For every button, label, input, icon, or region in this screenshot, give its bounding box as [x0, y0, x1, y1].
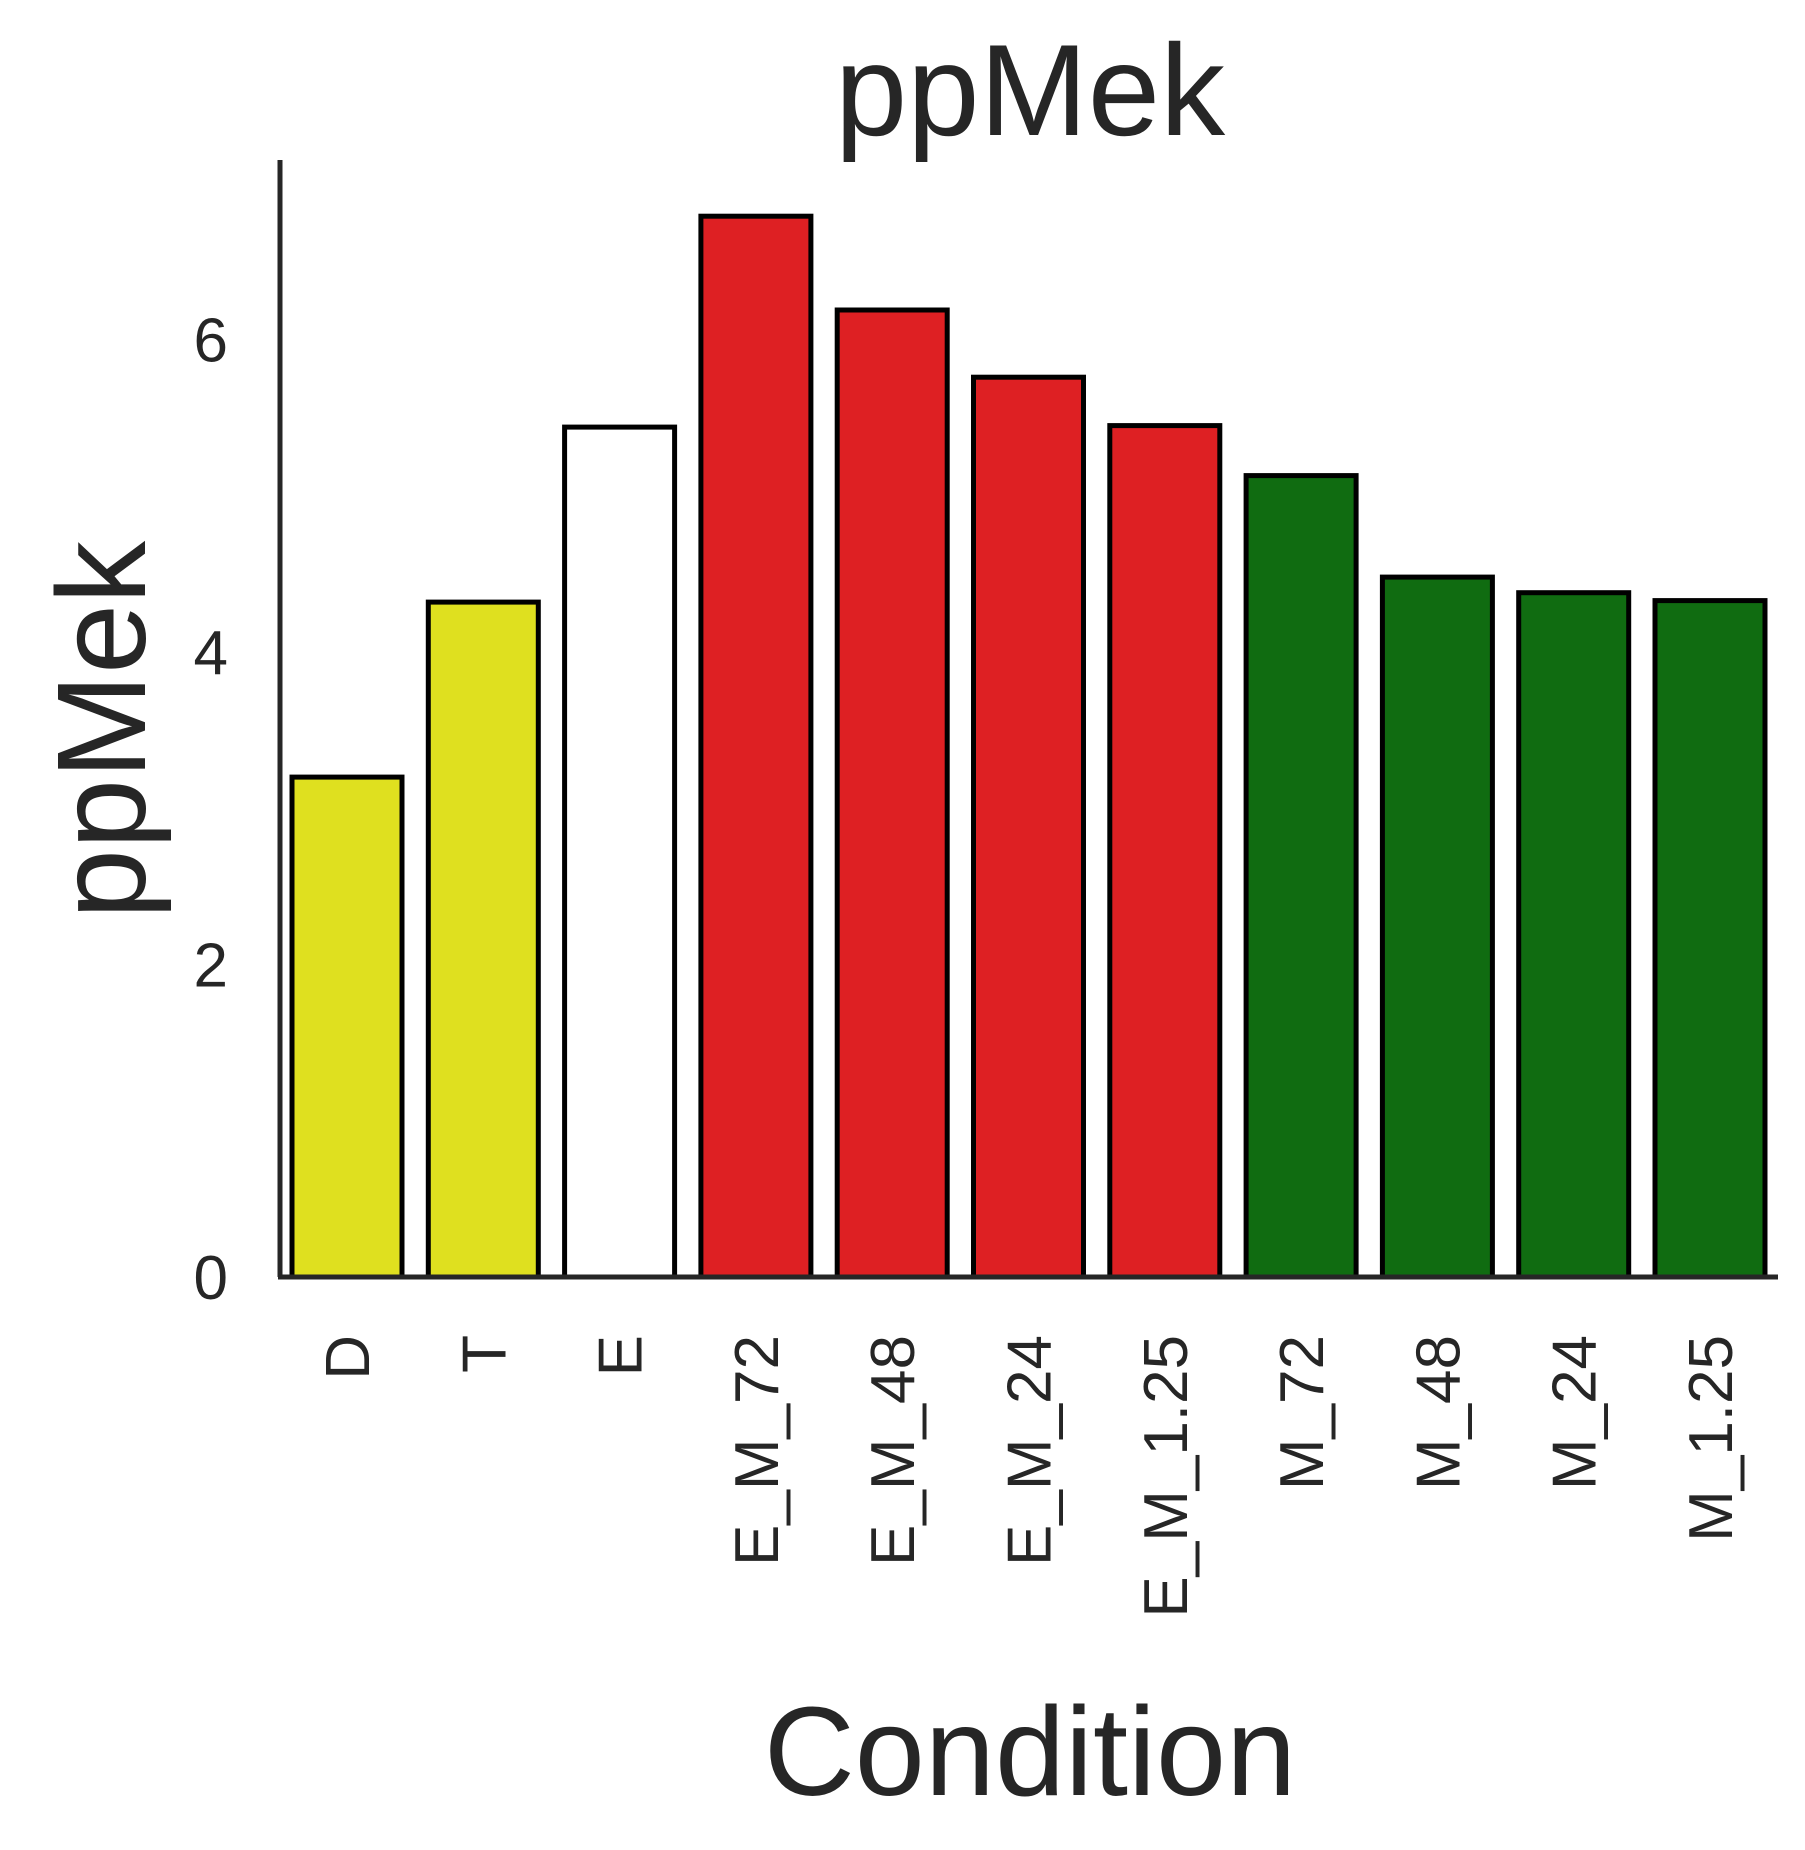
x-tick-label: E_M_48: [859, 1335, 928, 1566]
x-axis-label: Condition: [764, 1681, 1296, 1822]
y-axis-label: ppMek: [31, 540, 172, 919]
bar-E_M_1.25: [1107, 423, 1223, 1280]
bar-M_48: [1379, 574, 1495, 1280]
bar-M_72: [1243, 473, 1359, 1280]
x-tick-label: T: [450, 1335, 519, 1373]
bar-E: [562, 424, 678, 1280]
chart-title: ppMek: [835, 17, 1226, 163]
bar-M_24: [1516, 590, 1632, 1280]
x-tick-label: E_M_72: [723, 1335, 792, 1566]
y-tick-label: 6: [194, 307, 228, 376]
bar-E_M_72: [698, 213, 814, 1280]
x-tick-label: E_M_24: [996, 1335, 1065, 1566]
x-tick-label: M_72: [1268, 1335, 1337, 1490]
bar-D: [289, 774, 405, 1280]
bar-E_M_24: [971, 374, 1086, 1280]
x-tick-label: D: [314, 1335, 383, 1380]
y-tick-label: 4: [194, 619, 228, 688]
x-tick-label: E_M_1.25: [1132, 1335, 1201, 1618]
x-tick-label: M_48: [1404, 1335, 1473, 1490]
x-tick-label: M_1.25: [1677, 1335, 1746, 1542]
y-tick-label: 2: [194, 932, 228, 1001]
bar-E_M_48: [834, 307, 950, 1280]
x-ticks: D T E E_M_72 E_M_48 E_M_24 E_M_1.25 M_72 M_48 M_2…: [314, 1335, 1746, 1618]
bars: [289, 213, 1768, 1280]
y-tick-label: 0: [194, 1244, 228, 1313]
bar-T: [425, 599, 541, 1280]
x-tick-label: M_24: [1541, 1335, 1610, 1490]
y-ticks: 0 2 4 6: [194, 307, 228, 1313]
x-tick-label: E: [587, 1335, 656, 1376]
bar-M_1.25: [1652, 598, 1768, 1280]
